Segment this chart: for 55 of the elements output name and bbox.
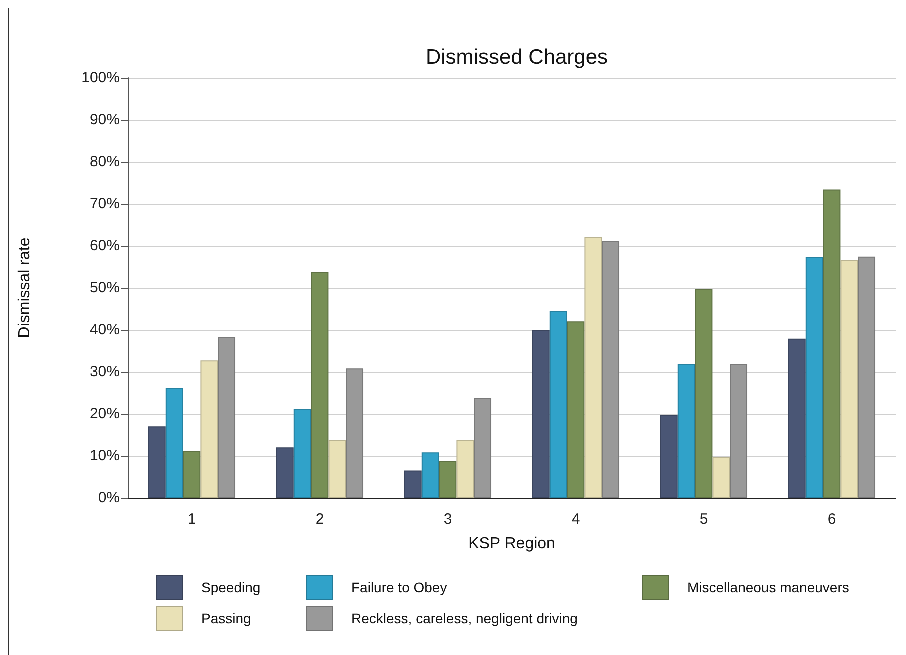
bar [148,426,166,498]
y-tick-label: 10% [90,448,120,464]
x-tick-label: 4 [572,511,580,528]
x-tick-label: 5 [700,511,708,528]
x-axis-title: KSP Region [468,536,556,552]
bar [200,360,218,498]
y-tick-label: 90% [90,112,120,128]
chart-title: Dismissed Charges [426,46,608,69]
bar [183,451,201,498]
y-axis-title: Dismissal rate [16,238,34,338]
bar [346,368,364,498]
bar [311,272,329,498]
bar [602,241,620,498]
bar [678,364,696,498]
y-tick-label: 30% [90,364,120,380]
x-tick-label: 3 [444,511,452,528]
bar [532,330,550,498]
legend-label: Miscellaneous maneuvers [688,580,850,596]
bar [404,470,422,498]
bar [695,289,713,498]
x-tick-label: 2 [316,511,324,528]
legend-label: Passing [202,610,252,626]
y-tick-label: 40% [90,322,120,338]
y-tick-label: 70% [90,196,120,212]
y-tick-label: 80% [90,154,120,170]
bar [456,440,474,498]
bar [788,338,806,498]
bar [550,312,568,498]
x-tick-label: 6 [828,511,836,528]
x-tick-label: 1 [188,511,196,528]
bar [474,398,492,498]
bar [584,237,602,498]
y-tick-label: 0% [98,490,120,506]
y-tick-label: 60% [90,238,120,254]
legend-label: Failure to Obey [352,580,448,596]
bar [276,448,294,498]
bar [328,440,346,498]
y-tick-label: 100% [82,70,120,86]
y-tick-label: 50% [90,280,120,296]
bar [712,457,730,498]
y-tick-label: 20% [90,406,120,422]
bar [858,256,876,498]
bar [422,452,440,498]
bar [660,415,678,498]
bar [806,257,824,498]
bar [730,364,748,498]
bar [439,461,457,498]
legend-label: Speeding [202,580,261,596]
bar [294,408,312,498]
bar [166,388,184,498]
bar [840,260,858,498]
bar [218,338,236,498]
bar [567,322,585,498]
bar [823,190,841,498]
legend-label: Reckless, careless, negligent driving [352,610,578,626]
